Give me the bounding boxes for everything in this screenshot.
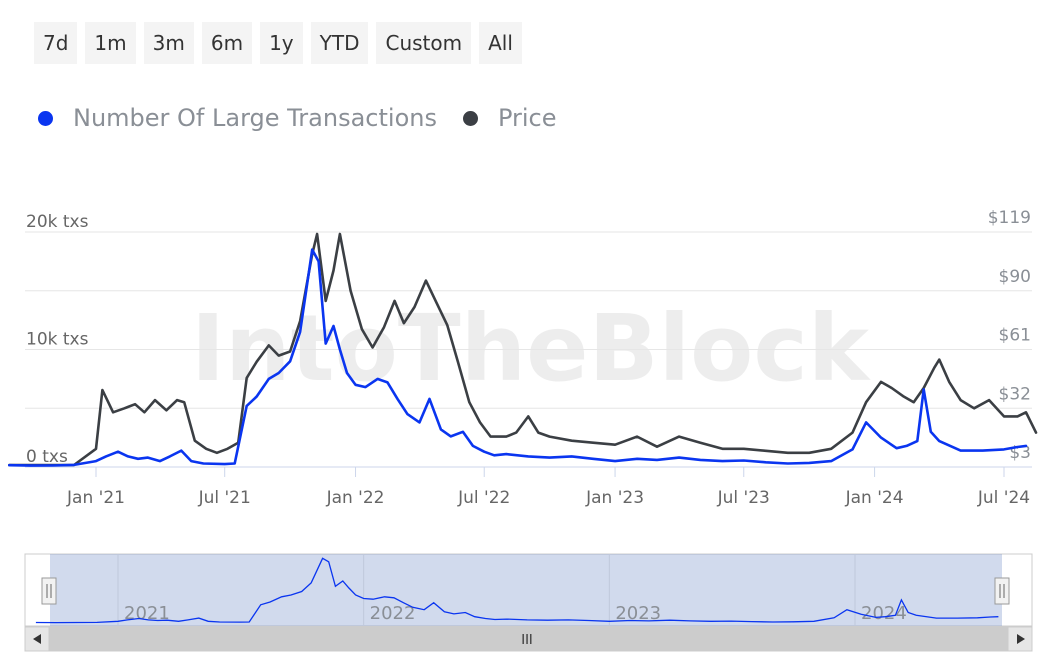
- navigator-year-label: 2022: [370, 603, 416, 624]
- range-7d-button[interactable]: 7d: [34, 22, 78, 64]
- scrollbar-grip: III: [521, 633, 533, 648]
- navigator-grid: [117, 554, 856, 626]
- scroll-left-arrow-icon: [33, 634, 41, 644]
- range-3m-button[interactable]: 3m: [143, 22, 194, 64]
- scrollbar-right-button[interactable]: [1007, 626, 1033, 652]
- range-selector: 7d 1m 3m 6m 1y YTD Custom All: [34, 22, 522, 64]
- navigator-year-labels: 2021 2022 2023 2024: [124, 603, 907, 624]
- chart-legend: Number Of Large Transactions Price: [38, 104, 583, 132]
- scroll-right-arrow-icon: [1017, 634, 1025, 644]
- legend-label-transactions: Number Of Large Transactions: [73, 104, 437, 132]
- navigator-series-line: [35, 557, 999, 624]
- navigator-year-label: 2023: [615, 603, 661, 624]
- legend-item-price[interactable]: Price: [462, 104, 557, 132]
- navigator-year-label: 2024: [861, 603, 907, 624]
- legend-dot-price: [462, 110, 478, 126]
- legend-label-price: Price: [497, 104, 557, 132]
- scrollbar-left-button[interactable]: [24, 626, 50, 652]
- navigator-background: [24, 553, 1033, 627]
- range-1m-button[interactable]: 1m: [85, 22, 136, 64]
- legend-item-transactions[interactable]: Number Of Large Transactions: [38, 104, 437, 132]
- navigator-handle-left[interactable]: [41, 577, 57, 605]
- navigator-mask[interactable]: [50, 554, 1002, 626]
- legend-dot-transactions: [38, 110, 53, 126]
- range-all-button[interactable]: All: [479, 22, 522, 64]
- range-ytd-button[interactable]: YTD: [310, 22, 369, 64]
- range-1y-button[interactable]: 1y: [260, 22, 303, 64]
- navigator-handle-right[interactable]: [994, 577, 1010, 605]
- range-custom-button[interactable]: Custom: [376, 22, 472, 64]
- scrollbar-thumb[interactable]: [48, 626, 1008, 652]
- navigator-series: [35, 557, 999, 624]
- range-6m-button[interactable]: 6m: [201, 22, 253, 64]
